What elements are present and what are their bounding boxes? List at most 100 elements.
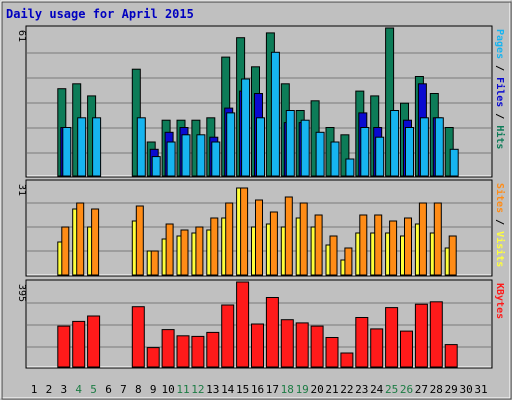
bar-pages-day-25: [390, 110, 400, 177]
bar-kbytes-day-26: [400, 330, 413, 368]
bar-kbytes-day-15: [236, 281, 250, 368]
bar-sites-day-24: [374, 214, 383, 276]
x-tick-label: 9: [150, 383, 157, 396]
x-tick-label: 29: [445, 383, 458, 396]
bar-sites-day-11: [180, 229, 189, 276]
bar-pages-day-9: [151, 156, 161, 177]
y-max-label: 61: [16, 30, 27, 42]
bars-visits-sites: [57, 187, 457, 276]
x-tick-label: 25: [385, 383, 398, 396]
y-max-label: 31: [16, 184, 27, 196]
x-tick-label: 14: [221, 383, 235, 396]
bar-kbytes-day-22: [340, 352, 354, 368]
x-tick-label: 19: [296, 383, 309, 396]
bar-sites-day-10: [165, 223, 174, 276]
bar-kbytes-day-5: [87, 315, 101, 368]
x-tick-label: 24: [370, 383, 384, 396]
bar-pages-day-23: [360, 127, 370, 177]
x-tick-label: 1: [31, 383, 38, 396]
x-tick-label: 16: [251, 383, 264, 396]
bar-pages-day-10: [166, 141, 176, 177]
x-tick-label: 2: [46, 383, 53, 396]
bar-pages-day-11: [181, 134, 191, 177]
x-tick-label: 18: [281, 383, 294, 396]
legend: KBytes: [494, 283, 505, 319]
bar-sites-day-29: [448, 235, 457, 276]
x-tick-label: 7: [120, 383, 127, 396]
bar-kbytes-day-19: [295, 322, 309, 368]
x-tick-label: 21: [325, 383, 338, 396]
bar-pages-day-29: [449, 148, 459, 177]
bar-sites-day-14: [225, 202, 234, 276]
bar-kbytes-day-10: [161, 329, 175, 368]
bar-pages-day-5: [92, 117, 102, 177]
legend: Sites / Visits: [494, 183, 506, 267]
bar-kbytes-day-21: [325, 337, 339, 368]
x-tick-label: 8: [135, 383, 142, 396]
bar-sites-day-21: [329, 235, 338, 276]
bar-hits-day-25: [385, 27, 395, 177]
x-tick-label: 10: [161, 383, 174, 396]
bar-pages-day-28: [434, 117, 444, 177]
bar-kbytes-day-8: [131, 306, 145, 368]
bars-kbytes: [57, 281, 458, 368]
chart-panels: 61 Pages / Files / Hits 31 Sites / Visits 39…: [16, 25, 506, 369]
bar-kbytes-day-12: [191, 335, 205, 368]
panel-hits-files-pages: 61 Pages / Files / Hits: [16, 25, 506, 178]
bar-kbytes-day-25: [385, 307, 399, 368]
bar-sites-day-13: [210, 217, 219, 276]
x-tick-label: 26: [400, 383, 413, 396]
bar-pages-day-15: [241, 78, 251, 177]
bar-kbytes-day-24: [370, 328, 384, 368]
bar-sites-day-15: [240, 187, 249, 276]
bar-pages-day-16: [256, 117, 265, 177]
bar-kbytes-day-23: [355, 317, 369, 368]
bar-kbytes-day-4: [72, 320, 86, 368]
bar-kbytes-day-16: [251, 323, 264, 368]
legend-separator: /: [494, 213, 505, 231]
bar-sites-day-20: [314, 214, 323, 276]
legend-item-sites: Sites: [494, 183, 506, 213]
legend-item-visits: Visits: [494, 231, 506, 267]
x-tick-label: 23: [355, 383, 368, 396]
legend-item-kbytes: KBytes: [494, 283, 505, 319]
panel-kbytes: 395 KBytes: [16, 279, 505, 369]
x-tick-label: 12: [191, 383, 204, 396]
bar-sites-day-18: [284, 196, 293, 276]
bars-hits-files-pages: [57, 27, 459, 177]
bar-pages-day-21: [330, 141, 340, 177]
bar-sites-day-5: [91, 208, 100, 276]
x-tick-label: 5: [90, 383, 97, 396]
bar-kbytes-day-9: [146, 347, 160, 368]
bar-hits-day-22: [340, 134, 350, 177]
x-tick-label: 3: [60, 383, 67, 396]
bar-sites-day-22: [344, 247, 353, 276]
x-tick-label: 11: [176, 383, 189, 396]
bar-sites-day-19: [299, 202, 308, 276]
legend-item-hits: Hits: [494, 125, 506, 149]
bar-pages-day-24: [375, 136, 385, 177]
y-max-label: 395: [16, 284, 27, 302]
x-tick-label: 22: [340, 383, 353, 396]
bar-kbytes-day-17: [265, 297, 279, 368]
x-tick-label: 31: [474, 383, 487, 396]
panel-visits-sites: 31 Sites / Visits: [16, 179, 506, 277]
bar-pages-day-17: [270, 51, 280, 177]
bar-sites-day-26: [404, 217, 412, 276]
bar-sites-day-9: [150, 250, 159, 276]
x-tick-label: 30: [459, 383, 472, 396]
bar-pages-day-27: [419, 117, 429, 177]
legend-item-pages: Pages: [494, 29, 505, 59]
x-tick-label: 6: [105, 383, 112, 396]
bar-kbytes-day-18: [280, 319, 294, 368]
x-tick-label: 13: [206, 383, 219, 396]
bar-pages-day-4: [77, 117, 87, 177]
bar-pages-day-8: [136, 117, 146, 177]
x-tick-label: 4: [75, 383, 82, 396]
legend: Pages / Files / Hits: [494, 29, 506, 149]
bar-pages-day-3: [62, 127, 72, 177]
bar-kbytes-day-3: [57, 325, 71, 368]
